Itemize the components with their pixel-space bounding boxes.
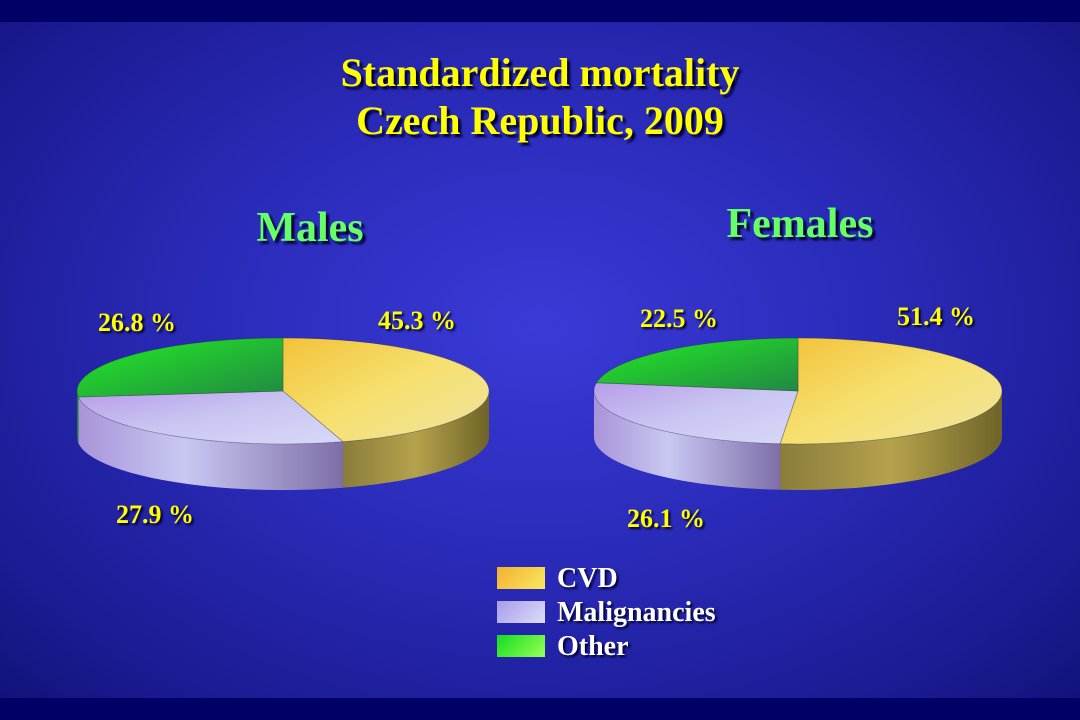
males-label-malignancies: 27.9 % bbox=[116, 500, 194, 529]
females-side-cvd bbox=[780, 391, 1002, 490]
chart-title-line2: Czech Republic, 2009 bbox=[356, 98, 724, 143]
legend-swatch-other bbox=[497, 635, 545, 657]
males-slice-cvd bbox=[282, 337, 490, 443]
males-label-other: 26.8 % bbox=[98, 308, 176, 337]
females-label-malignancies: 26.1 % bbox=[627, 504, 705, 533]
females-side-malignancies bbox=[594, 391, 781, 490]
males-label-cvd: 45.3 % bbox=[378, 306, 456, 335]
males-pie bbox=[76, 337, 490, 491]
males-side-cvd bbox=[342, 391, 490, 488]
legend-label-other: Other bbox=[557, 631, 629, 662]
males-slice-other bbox=[76, 337, 284, 398]
legend-swatch-malignancies bbox=[497, 601, 545, 623]
legend-label-malignancies: Malignancies bbox=[557, 597, 716, 628]
males-side-malignancies bbox=[78, 396, 343, 491]
females-slice-other bbox=[595, 337, 799, 392]
legend-swatch-cvd bbox=[497, 567, 545, 589]
females-label-cvd: 51.4 % bbox=[897, 302, 975, 331]
females-title: Females bbox=[726, 201, 874, 247]
legend-label-cvd: CVD bbox=[557, 563, 618, 594]
males-side-other bbox=[77, 391, 79, 443]
chart-title-line1: Standardized mortality bbox=[340, 50, 740, 95]
males-slice-malignancies bbox=[77, 390, 344, 445]
females-label-other: 22.5 % bbox=[640, 304, 718, 333]
females-pie bbox=[593, 337, 1003, 490]
females-slice-cvd bbox=[779, 337, 1003, 445]
males-title: Males bbox=[256, 205, 364, 251]
females-slice-malignancies bbox=[593, 382, 799, 445]
